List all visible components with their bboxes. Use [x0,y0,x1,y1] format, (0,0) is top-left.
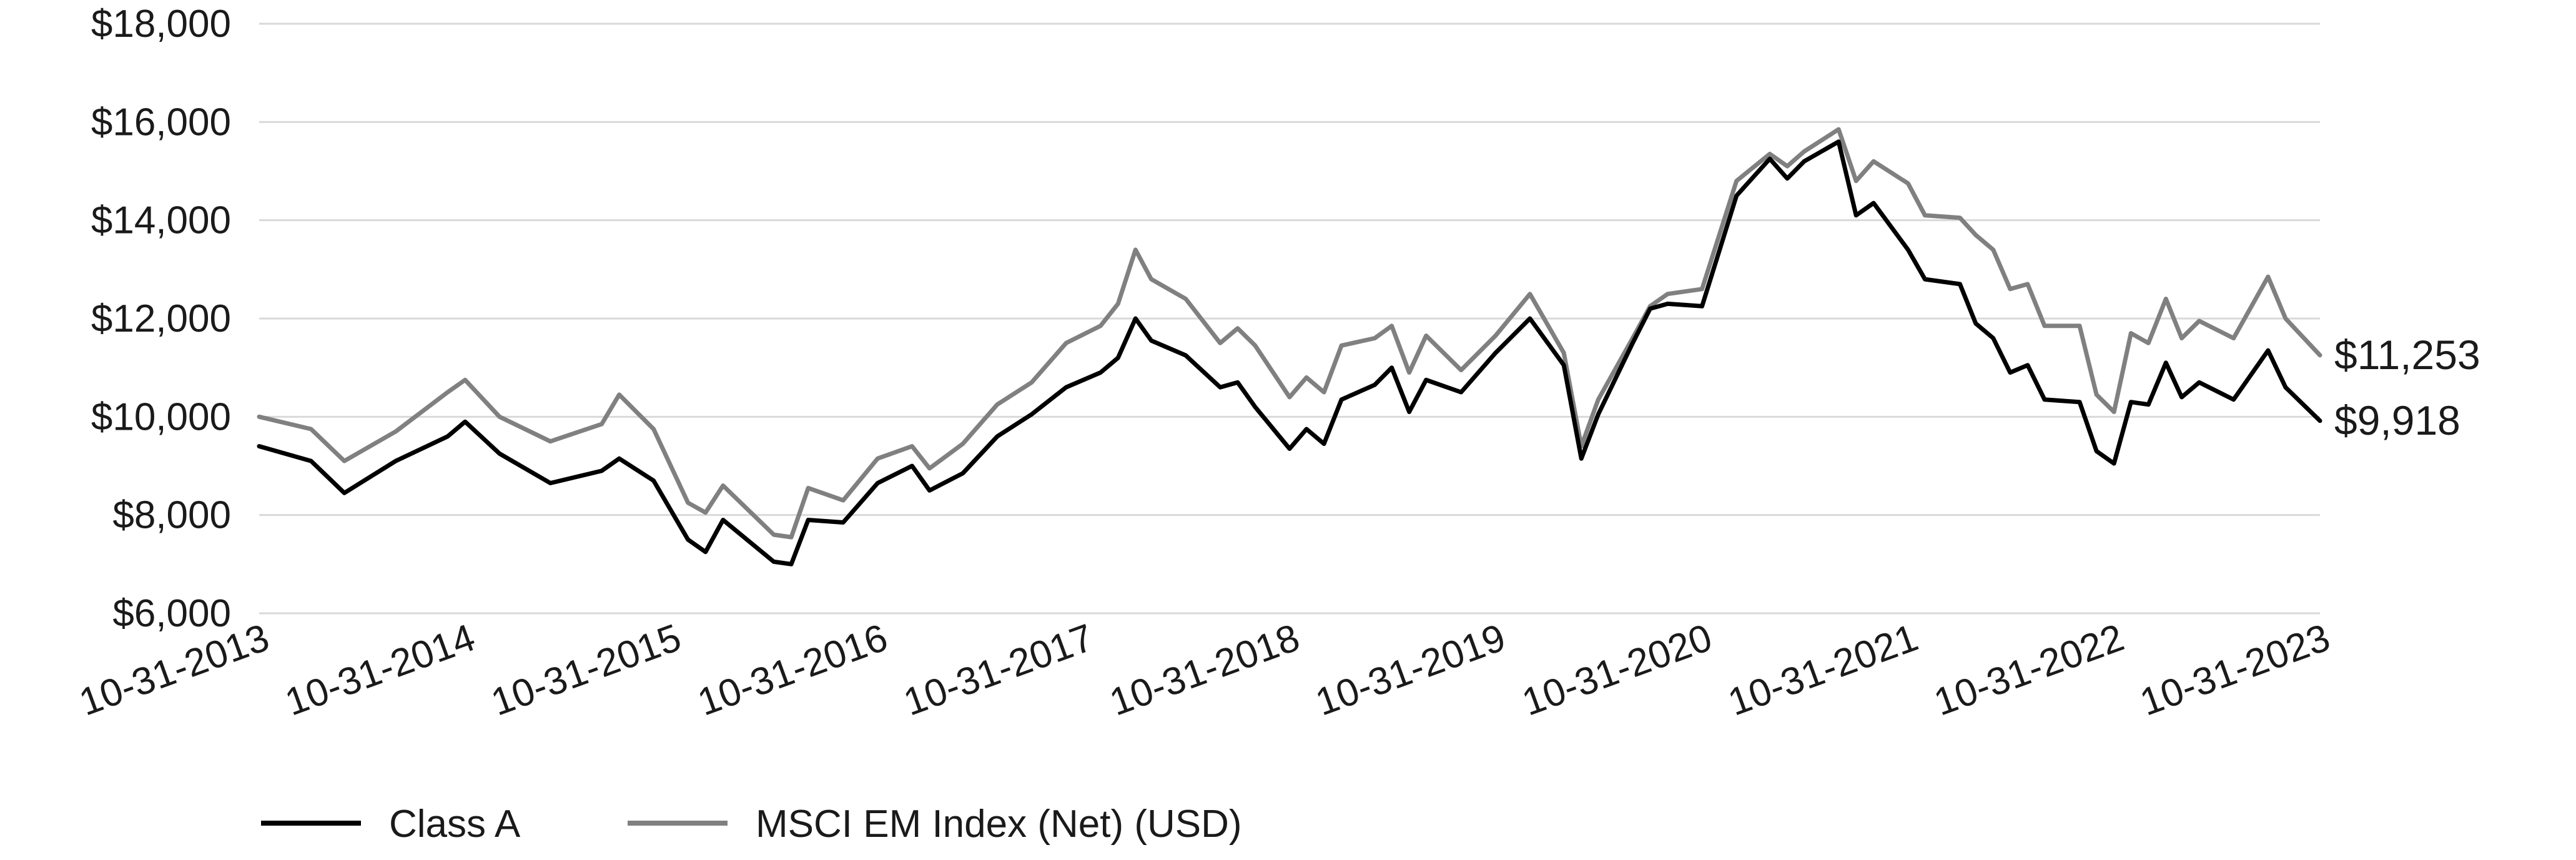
x-tick-label: 10-31-2015 [486,616,687,724]
y-tick-label: $12,000 [91,297,231,340]
x-tick-label: 10-31-2014 [280,616,481,724]
y-axis: $18,000 $16,000 $14,000 $12,000 $10,000 $8,00… [91,2,231,635]
y-tick-label: $16,000 [91,101,231,144]
y-tick-label: $14,000 [91,199,231,242]
y-tick-label: $18,000 [91,2,231,46]
legend-label: Class A [389,803,521,846]
x-axis: 10-31-2013 10-31-2014 10-31-2015 10-31-2016… [74,616,2336,724]
y-tick-label: $8,000 [112,494,231,537]
legend: Class A MSCI EM Index (Net) (USD) [261,803,1242,846]
x-tick-label: 10-31-2022 [1928,616,2129,724]
y-tick-label: $6,000 [112,592,231,635]
x-tick-label: 10-31-2018 [1104,616,1305,724]
series-lines [257,127,2322,566]
series-line-msci-em-index-net-usd [257,127,2322,540]
series-line-class-a [257,139,2322,566]
x-tick-label: 10-31-2021 [1723,616,1924,724]
x-tick-label: 10-31-2023 [2134,616,2336,724]
end-value-label: $11,253 [2334,332,2480,378]
y-tick-label: $10,000 [91,395,231,438]
x-tick-label: 10-31-2019 [1310,616,1511,724]
x-tick-label: 10-31-2020 [1517,616,1718,724]
end-value-label: $9,918 [2334,397,2460,443]
gridlines [259,22,2320,615]
end-value-labels: $9,918 $11,253 [2334,332,2480,443]
x-tick-label: 10-31-2016 [693,616,894,724]
legend-label: MSCI EM Index (Net) (USD) [756,803,1242,846]
x-tick-label: 10-31-2017 [898,616,1099,724]
